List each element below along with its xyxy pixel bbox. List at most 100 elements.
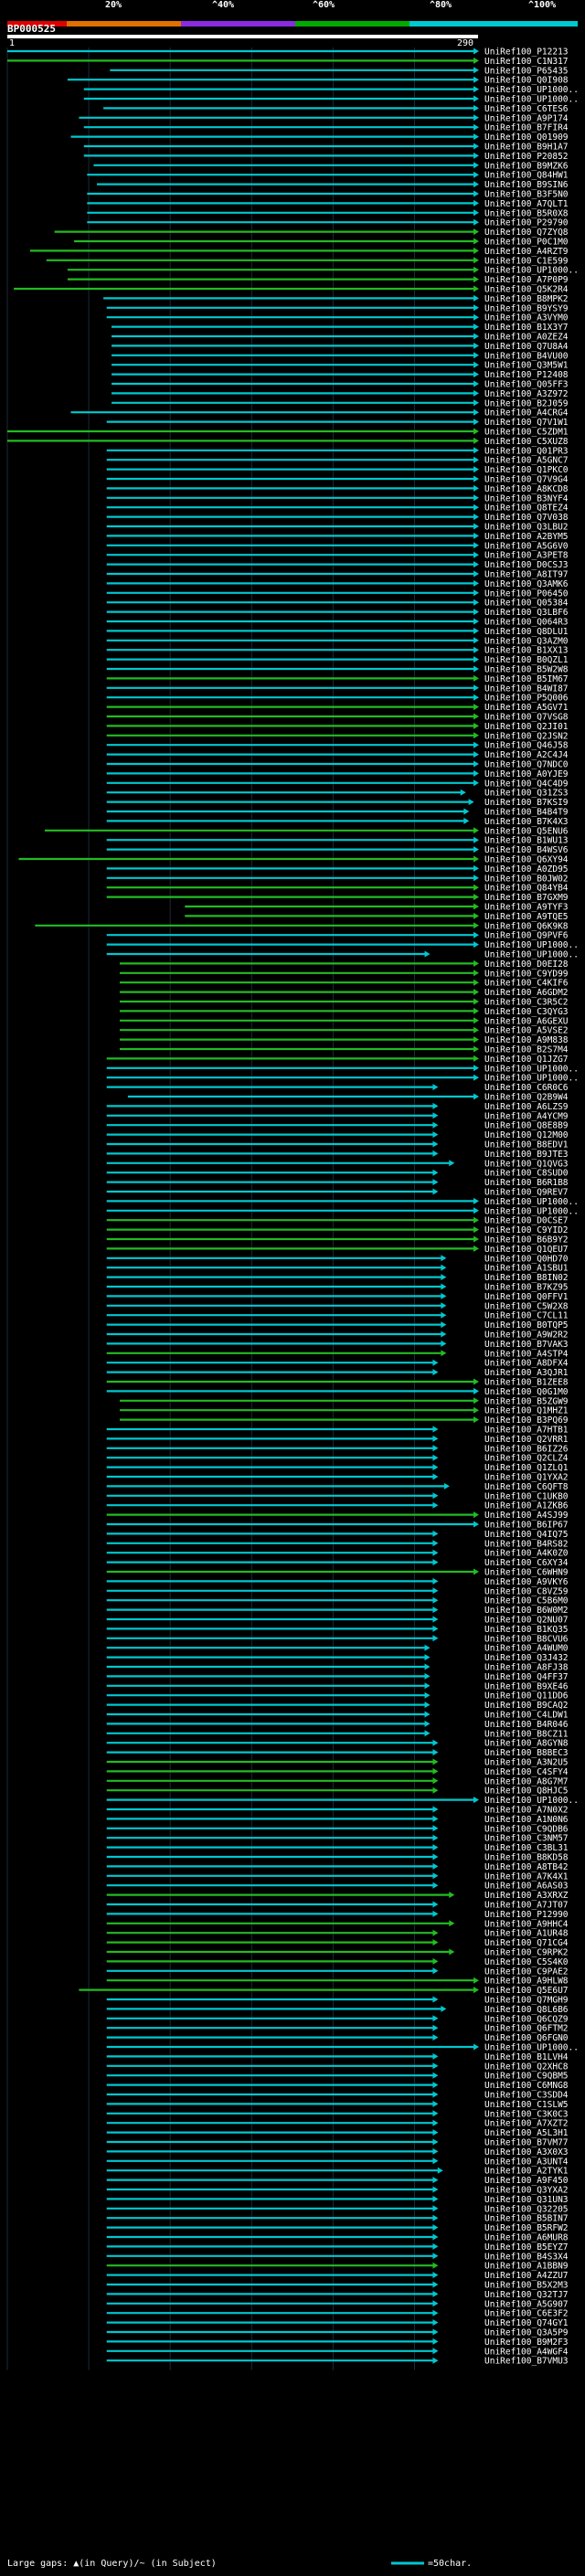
subject-label[interactable]: UniRef100_C6QFT8 [484, 1482, 569, 1492]
subject-label[interactable]: UniRef100_Q3J432 [484, 1653, 569, 1663]
subject-label[interactable]: UniRef100_A6AS03 [484, 1882, 569, 1892]
subject-label[interactable]: UniRef100_A3Z972 [484, 389, 569, 399]
subject-label[interactable]: UniRef100_Q0I908 [484, 76, 569, 86]
subject-label[interactable]: UniRef100_A2C4J4 [484, 750, 569, 760]
subject-label[interactable]: UniRef100_Q6FGN0 [484, 2033, 569, 2043]
subject-label[interactable]: UniRef100_Q05FF3 [484, 380, 569, 390]
subject-label[interactable]: UniRef100_Q4C4D9 [484, 779, 569, 789]
subject-label[interactable]: UniRef100_B8EDV1 [484, 1140, 569, 1150]
subject-label[interactable]: UniRef100_A4STP4 [484, 1349, 569, 1359]
subject-label[interactable]: UniRef100_A8KCD8 [484, 484, 569, 494]
subject-label[interactable]: UniRef100_Q2JI01 [484, 722, 569, 732]
subject-label[interactable]: UniRef100_Q32205 [484, 2204, 569, 2214]
subject-label[interactable]: UniRef100_Q064R3 [484, 618, 569, 628]
subject-label[interactable]: UniRef100_Q6K9K8 [484, 921, 569, 931]
subject-label[interactable]: UniRef100_A9HLW8 [484, 1977, 569, 1987]
subject-label[interactable]: UniRef100_A4ZZU7 [484, 2271, 569, 2281]
subject-label[interactable]: UniRef100_Q31UN3 [484, 2195, 569, 2205]
subject-label[interactable]: UniRef100_UP1000.. [484, 266, 579, 276]
subject-label[interactable]: UniRef100_C9QDB6 [484, 1824, 569, 1834]
subject-label[interactable]: UniRef100_B7KZ95 [484, 1283, 569, 1293]
subject-label[interactable]: UniRef100_Q3A5P9 [484, 2328, 569, 2338]
subject-label[interactable]: UniRef100_C6R0C6 [484, 1083, 569, 1093]
subject-label[interactable]: UniRef100_Q1PKC0 [484, 465, 569, 475]
subject-label[interactable]: UniRef100_B4B4T9 [484, 808, 569, 818]
subject-label[interactable]: UniRef100_P65435 [484, 66, 569, 76]
subject-label[interactable]: UniRef100_Q46J58 [484, 741, 569, 751]
subject-label[interactable]: UniRef100_B7VM77 [484, 2138, 569, 2148]
subject-label[interactable]: UniRef100_A0ZEZ4 [484, 333, 569, 343]
subject-label[interactable]: UniRef100_B9CAQ2 [484, 1701, 569, 1711]
subject-label[interactable]: UniRef100_Q01PR3 [484, 446, 569, 456]
subject-label[interactable]: UniRef100_Q11DD6 [484, 1691, 569, 1701]
subject-label[interactable]: UniRef100_C3SDD4 [484, 2091, 569, 2101]
subject-label[interactable]: UniRef100_B5RFW2 [484, 2223, 569, 2233]
subject-label[interactable]: UniRef100_A8G7M7 [484, 1776, 569, 1786]
subject-label[interactable]: UniRef100_UP1000.. [484, 1074, 579, 1084]
subject-label[interactable]: UniRef100_A9VKY6 [484, 1577, 569, 1587]
subject-label[interactable]: UniRef100_P12990 [484, 1910, 569, 1920]
subject-label[interactable]: UniRef100_C3NM57 [484, 1834, 569, 1844]
subject-label[interactable]: UniRef100_A4YCM9 [484, 1111, 569, 1121]
subject-label[interactable]: UniRef100_Q8HJC5 [484, 1786, 569, 1797]
subject-label[interactable]: UniRef100_B9JTE3 [484, 1150, 569, 1160]
subject-label[interactable]: UniRef100_A6MUR8 [484, 2233, 569, 2243]
subject-label[interactable]: UniRef100_Q8TEZ4 [484, 504, 569, 514]
subject-label[interactable]: UniRef100_Q84YB4 [484, 884, 569, 894]
subject-label[interactable]: UniRef100_C5S4K0 [484, 1957, 569, 1967]
subject-label[interactable]: UniRef100_Q0HD70 [484, 1254, 569, 1264]
subject-label[interactable]: UniRef100_B0TQP5 [484, 1320, 569, 1330]
subject-label[interactable]: UniRef100_C1E599 [484, 256, 569, 266]
subject-label[interactable]: UniRef100_B0QZL1 [484, 655, 569, 665]
subject-label[interactable]: UniRef100_Q3AMK6 [484, 579, 569, 589]
subject-label[interactable]: UniRef100_Q7V038 [484, 513, 569, 523]
subject-label[interactable]: UniRef100_Q32TJ7 [484, 2290, 569, 2300]
subject-label[interactable]: UniRef100_B8IN02 [484, 1273, 569, 1283]
subject-label[interactable]: UniRef100_A5GV71 [484, 703, 569, 713]
subject-label[interactable]: UniRef100_B4VU00 [484, 351, 569, 361]
subject-label[interactable]: UniRef100_B6IP67 [484, 1521, 569, 1531]
subject-label[interactable]: UniRef100_B3NYF4 [484, 493, 569, 504]
subject-label[interactable]: UniRef100_B7VMU3 [484, 2357, 569, 2367]
subject-label[interactable]: UniRef100_B9SIN6 [484, 180, 569, 190]
subject-label[interactable]: UniRef100_B9MZK6 [484, 161, 569, 171]
subject-label[interactable]: UniRef100_A9W2R2 [484, 1330, 569, 1341]
subject-label[interactable]: UniRef100_C7CL11 [484, 1311, 569, 1321]
subject-label[interactable]: UniRef100_A7N0X2 [484, 1806, 569, 1816]
subject-label[interactable]: UniRef100_A6GEXU [484, 1016, 569, 1026]
subject-label[interactable]: UniRef100_B6IZ26 [484, 1444, 569, 1454]
subject-label[interactable]: UniRef100_P0C1M0 [484, 238, 569, 248]
subject-label[interactable]: UniRef100_B5BIN7 [484, 2214, 569, 2224]
subject-label[interactable]: UniRef100_Q12M00 [484, 1130, 569, 1140]
subject-label[interactable]: UniRef100_Q3LBF6 [484, 608, 569, 618]
subject-label[interactable]: UniRef100_A9M838 [484, 1035, 569, 1045]
subject-label[interactable]: UniRef100_A4CRG4 [484, 408, 569, 419]
subject-label[interactable]: UniRef100_C9PAE2 [484, 1966, 569, 1977]
subject-label[interactable]: UniRef100_B1XX13 [484, 646, 569, 656]
subject-label[interactable]: UniRef100_B3F5N0 [484, 190, 569, 200]
subject-label[interactable]: UniRef100_C5XUZ8 [484, 437, 569, 447]
subject-label[interactable]: UniRef100_B7KSI9 [484, 798, 569, 808]
subject-label[interactable]: UniRef100_C3BL31 [484, 1843, 569, 1853]
subject-label[interactable]: UniRef100_B8MPK2 [484, 294, 569, 304]
subject-label[interactable]: UniRef100_A2TYK1 [484, 2167, 569, 2177]
subject-label[interactable]: UniRef100_P29790 [484, 218, 569, 228]
subject-label[interactable]: UniRef100_B7FIR4 [484, 123, 569, 133]
subject-label[interactable]: UniRef100_B5ZGW9 [484, 1396, 569, 1406]
subject-label[interactable]: UniRef100_A0YJE9 [484, 769, 569, 779]
subject-label[interactable]: UniRef100_Q74GY1 [484, 2318, 569, 2328]
subject-label[interactable]: UniRef100_Q7NDC0 [484, 760, 569, 770]
subject-label[interactable]: UniRef100_A5L3H1 [484, 2128, 569, 2138]
subject-label[interactable]: UniRef100_Q1QEU7 [484, 1245, 569, 1255]
subject-label[interactable]: UniRef100_A7K4X1 [484, 1871, 569, 1882]
subject-label[interactable]: UniRef100_Q01909 [484, 133, 569, 143]
subject-label[interactable]: UniRef100_B6R1B8 [484, 1178, 569, 1188]
subject-label[interactable]: UniRef100_B5EYZ7 [484, 2242, 569, 2253]
subject-label[interactable]: UniRef100_A5G907 [484, 2299, 569, 2309]
subject-label[interactable]: UniRef100_B1WU13 [484, 836, 569, 846]
subject-label[interactable]: UniRef100_A1UR48 [484, 1929, 569, 1939]
subject-label[interactable]: UniRef100_A4K0Z0 [484, 1549, 569, 1559]
subject-label[interactable]: UniRef100_A8GYN8 [484, 1739, 569, 1749]
subject-label[interactable]: UniRef100_Q5K2R4 [484, 285, 569, 295]
subject-label[interactable]: UniRef100_Q2XHC8 [484, 2062, 569, 2072]
